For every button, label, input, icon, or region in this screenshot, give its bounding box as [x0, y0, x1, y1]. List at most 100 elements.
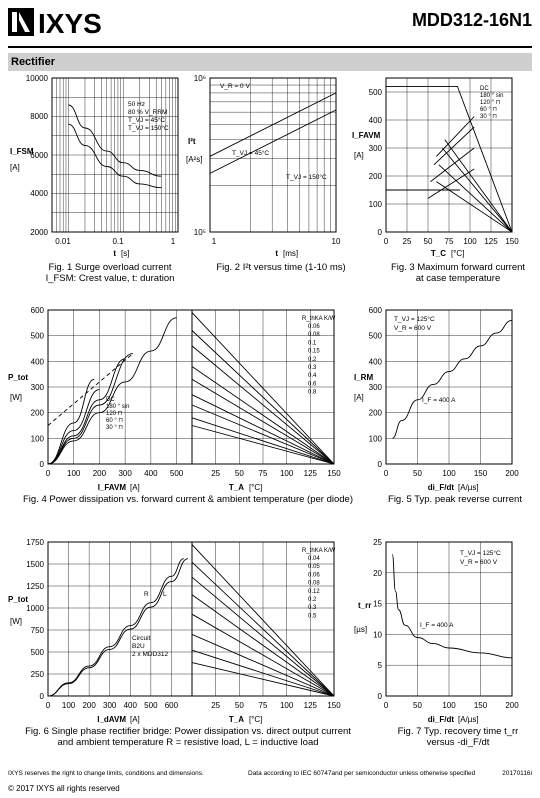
fig3-legend: DC: [480, 86, 489, 92]
fig7-annotation: V_R = 600 V: [460, 559, 498, 566]
fig7-yunit: [µs]: [354, 625, 367, 634]
fig6-rth-header: R_thKA K/W: [302, 548, 336, 554]
fig3-xtick: 0: [384, 237, 389, 246]
fig4-series-dc: [47, 317, 177, 465]
fig6-xtick-right: 150: [327, 701, 341, 710]
fig6-rth-value: 0.3: [308, 605, 317, 611]
fig3-guide-180sin: [436, 116, 475, 157]
fig5-xlabel: di_F/dt: [428, 483, 455, 492]
fig4-series-30rect: [47, 378, 95, 465]
fig7-ytick: 25: [373, 538, 382, 547]
fig7-caption-line1: Fig. 7 Typ. recovery time t_rr: [397, 726, 519, 737]
fig5-ytick: 500: [369, 332, 383, 341]
fig1-series-tvj150: [68, 123, 162, 189]
fig4-ytick: 300: [31, 383, 45, 392]
fig6-series-inductive: [47, 558, 189, 697]
fig5-xunit: [A/µs]: [458, 483, 479, 492]
fig4-rth-line: [191, 378, 335, 465]
fig2-annotation: T_VJ = 150°C: [286, 173, 327, 181]
fig3-ytick: 0: [378, 228, 383, 237]
fig4-xtick-right: 150: [327, 469, 341, 478]
fig7-caption: Fig. 7 Typ. recovery time t_rr versus -d…: [378, 726, 538, 748]
fig6-plot: 1750 1500 1250 1000 750 500 250 00 100 200 300 400 5…: [8, 538, 341, 724]
fig4-rth-line: [191, 417, 335, 465]
fig1-xtick: 1: [171, 237, 176, 246]
fig1-series-tvj45: [68, 104, 162, 177]
fig7-xtick: 150: [474, 701, 488, 710]
fig4-ytick: 400: [31, 357, 45, 366]
fig6-rth-line: [191, 662, 335, 697]
footer-disclaimer: IXYS reserves the right to change limits…: [8, 770, 204, 777]
fig4-xunit-right: [°C]: [249, 483, 262, 492]
fig3-caption: Fig. 3 Maximum forward current at case t…: [378, 262, 538, 284]
fig3-series-30rect: [436, 181, 513, 233]
fig6-ytick: 1500: [26, 560, 44, 569]
fig4-xtick-left: 0: [46, 469, 51, 478]
fig1-ytick: 8000: [30, 112, 48, 121]
fig6-annotation: B2U: [132, 643, 145, 650]
fig4-rth-line: [191, 404, 335, 465]
fig5-xtick: 200: [505, 469, 519, 478]
fig6-rth-value: 0.08: [308, 581, 320, 587]
fig2-ytick: 10⁵: [194, 228, 206, 237]
footer-date-code: 20170116i: [502, 770, 532, 777]
ixys-logo: IXYS: [8, 8, 102, 38]
fig1-caption-line1: Fig. 1 Surge overload current: [48, 262, 172, 273]
fig6-rth-line: [191, 594, 335, 697]
fig4-rth-line: [191, 394, 335, 465]
fig3-xtick: 25: [403, 237, 412, 246]
fig6-annotation-l: L: [163, 591, 167, 598]
fig7-xtick: 100: [442, 701, 456, 710]
fig7-series-if400: [391, 553, 513, 659]
fig6-rth-line: [191, 561, 335, 697]
fig2-caption: Fig. 2 I²t versus time (1-10 ms): [216, 262, 346, 273]
fig5-caption: Fig. 5 Typ. peak reverse current: [388, 494, 522, 505]
fig3-guide-30rect: [427, 168, 475, 199]
fig4-ytick: 100: [31, 434, 45, 443]
fig2-series-tvj150: [209, 109, 337, 174]
fig5-ytick: 0: [378, 460, 383, 469]
fig3-yunit: [A]: [354, 151, 364, 160]
fig4-series-60rect: [47, 389, 100, 465]
fig1-legend: T_VJ = 150°C: [128, 124, 169, 132]
fig6-xtick-left: 600: [165, 701, 179, 710]
fig6-ytick: 1250: [26, 582, 44, 591]
fig6-xtick-left: 300: [103, 701, 117, 710]
fig2-ylabel: I²t: [188, 137, 196, 146]
fig6-xtick-left: 500: [144, 701, 158, 710]
fig6-xtick-right: 75: [259, 701, 268, 710]
fig3-guide-60rect: [430, 147, 475, 182]
fig4-xtick-right: 125: [304, 469, 318, 478]
fig6-yunit: [W]: [10, 617, 22, 626]
fig5-plot: 600 500 400 300 200 100 00 50 100 150 200 I_RM [A]…: [354, 306, 519, 492]
fig4-ytick: 200: [31, 409, 45, 418]
fig3-ytick: 200: [369, 172, 383, 181]
fig4-series-180sin: [47, 353, 133, 465]
fig3-series-180sin: [444, 139, 513, 233]
fig6-ytick: 1750: [26, 538, 44, 547]
fig1-xtick: 0.01: [55, 237, 71, 246]
part-number: MDD312-16N1: [411, 10, 532, 30]
fig5-annotation: T_VJ = 125°C: [394, 315, 435, 323]
fig4-xtick-right: 25: [211, 469, 220, 478]
fig7-ytick: 0: [378, 692, 383, 701]
fig7-xtick: 0: [384, 701, 389, 710]
fig7-xlabel: di_F/dt: [428, 715, 455, 724]
fig3-ytick: 400: [369, 116, 383, 125]
fig5-xtick: 50: [413, 469, 422, 478]
fig3-xtick: 75: [445, 237, 454, 246]
fig4-legend: 30 ° ⊓: [106, 425, 123, 431]
fig7-xunit: [A/µs]: [458, 715, 479, 724]
svg-text:IXYS: IXYS: [38, 8, 102, 38]
fig7-ytick: 20: [373, 569, 382, 578]
fig5-xtick: 0: [384, 469, 389, 478]
fig6-annotation-r: R: [144, 591, 149, 598]
fig7-xtick: 200: [505, 701, 519, 710]
fig6-rth-line: [191, 649, 335, 697]
fig1-legend: 50 Hz: [128, 101, 145, 108]
fig3-caption-line1: Fig. 3 Maximum forward current: [390, 262, 526, 273]
fig6-xtick-left: 200: [82, 701, 96, 710]
fig4-ytick: 600: [31, 306, 45, 315]
fig1-xlabel: t: [113, 249, 116, 258]
